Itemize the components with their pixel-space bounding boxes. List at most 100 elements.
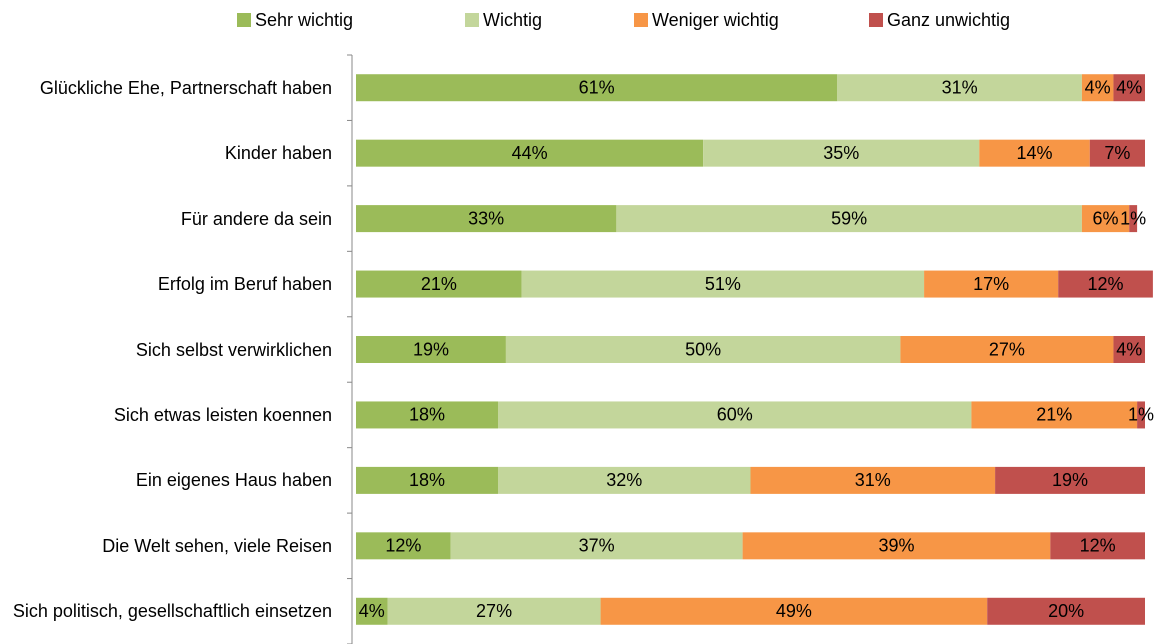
category-text: Sich selbst verwirklichen — [135, 339, 332, 360]
category-text: Erfolg im Beruf haben — [157, 274, 332, 295]
bar-segment — [1137, 401, 1145, 429]
category-text: Glückliche Ehe, Partnerschaft haben — [39, 77, 332, 98]
bar-segment — [356, 597, 388, 625]
bar-segment — [616, 205, 1082, 233]
bar-segment — [971, 401, 1138, 429]
bar-segment — [979, 139, 1090, 167]
category-text: Die Welt sehen, viele Reisen — [102, 535, 332, 556]
bar-segment — [750, 466, 996, 494]
bar-segment — [498, 466, 751, 494]
bar-segment — [356, 205, 617, 233]
legend-label: Ganz unwichtig — [887, 10, 1010, 30]
category-text: Kinder haben — [224, 143, 332, 164]
category-text: Sich etwas leisten koennen — [113, 404, 332, 425]
value-label: 49% — [776, 601, 812, 621]
value-label: 59% — [831, 208, 867, 228]
category-label: Sich politisch, gesellschaftlich einsetz… — [0, 599, 332, 623]
bar-segment — [900, 336, 1114, 363]
legend-label: Weniger wichtig — [652, 10, 779, 30]
value-label: 27% — [989, 339, 1025, 359]
value-label: 19% — [413, 339, 449, 359]
value-label: 50% — [685, 339, 721, 359]
category-label: Erfolg im Beruf haben — [0, 272, 332, 296]
legend-swatch — [237, 13, 251, 27]
bar-segment — [1129, 205, 1138, 233]
value-label: 31% — [855, 470, 891, 490]
value-label: 32% — [606, 470, 642, 490]
category-label: Für andere da sein — [0, 207, 332, 231]
bar-segment — [1058, 270, 1153, 298]
bar-segment — [356, 532, 451, 560]
value-label: 1% — [1128, 405, 1154, 425]
bar-segment — [387, 597, 601, 625]
category-text: Ein eigenes Haus haben — [135, 470, 332, 491]
value-label: 4% — [1116, 339, 1142, 359]
bar-segment — [450, 532, 743, 560]
bar-segment — [600, 597, 988, 625]
value-label: 12% — [385, 536, 421, 556]
category-text: Für andere da sein — [180, 208, 332, 229]
value-label: 21% — [1036, 405, 1072, 425]
category-label: Kinder haben — [0, 141, 332, 165]
value-label: 39% — [878, 536, 914, 556]
legend-label: Sehr wichtig — [255, 10, 353, 30]
value-label: 18% — [409, 405, 445, 425]
bar-segment — [1089, 139, 1145, 167]
legend-swatch — [465, 13, 479, 27]
value-label: 20% — [1048, 601, 1084, 621]
value-label: 6% — [1093, 208, 1119, 228]
bar-segment — [1081, 74, 1114, 102]
category-label: Glückliche Ehe, Partnerschaft haben — [0, 76, 332, 100]
bar-segment — [1081, 205, 1130, 233]
value-label: 19% — [1052, 470, 1088, 490]
value-label: 33% — [468, 208, 504, 228]
value-label: 61% — [579, 77, 615, 97]
value-label: 60% — [717, 405, 753, 425]
value-label: 4% — [1085, 77, 1111, 97]
value-label: 51% — [705, 274, 741, 294]
value-label: 4% — [1116, 77, 1142, 97]
value-label: 1% — [1120, 208, 1146, 228]
value-label: 12% — [1088, 274, 1124, 294]
bar-segment — [505, 336, 901, 363]
bar-segment — [498, 401, 972, 429]
bar-segment — [356, 74, 838, 102]
bar-segment — [1113, 74, 1145, 102]
bar-segment — [356, 270, 522, 298]
legend-label: Wichtig — [483, 10, 542, 30]
category-text: Sich politisch, gesellschaftlich einsetz… — [12, 601, 332, 622]
value-label: 12% — [1080, 536, 1116, 556]
bar-segment — [1050, 532, 1145, 560]
value-label: 37% — [579, 536, 615, 556]
bar-segment — [837, 74, 1082, 102]
category-label: Sich etwas leisten koennen — [0, 403, 332, 427]
value-label: 27% — [476, 601, 512, 621]
bar-segment — [356, 466, 499, 494]
bar-segment — [1113, 336, 1145, 363]
category-label: Die Welt sehen, viele Reisen — [0, 534, 332, 558]
value-label: 44% — [512, 143, 548, 163]
value-label: 21% — [421, 274, 457, 294]
value-label: 14% — [1017, 143, 1053, 163]
value-label: 17% — [973, 274, 1009, 294]
bar-segment — [703, 139, 980, 167]
bar-segment — [995, 466, 1145, 494]
bar-segment — [742, 532, 1051, 560]
category-label: Sich selbst verwirklichen — [0, 338, 332, 362]
value-label: 18% — [409, 470, 445, 490]
bar-segment — [521, 270, 925, 298]
category-label: Ein eigenes Haus haben — [0, 468, 332, 492]
bar-segment — [987, 597, 1145, 625]
bar-segment — [924, 270, 1059, 298]
value-label: 31% — [942, 77, 978, 97]
value-label: 4% — [359, 601, 385, 621]
legend-swatch — [869, 13, 883, 27]
legend-swatch — [634, 13, 648, 27]
bar-segment — [356, 401, 499, 429]
value-label: 7% — [1104, 143, 1130, 163]
bar-segment — [356, 336, 506, 363]
value-label: 35% — [823, 143, 859, 163]
bar-segment — [356, 139, 704, 167]
